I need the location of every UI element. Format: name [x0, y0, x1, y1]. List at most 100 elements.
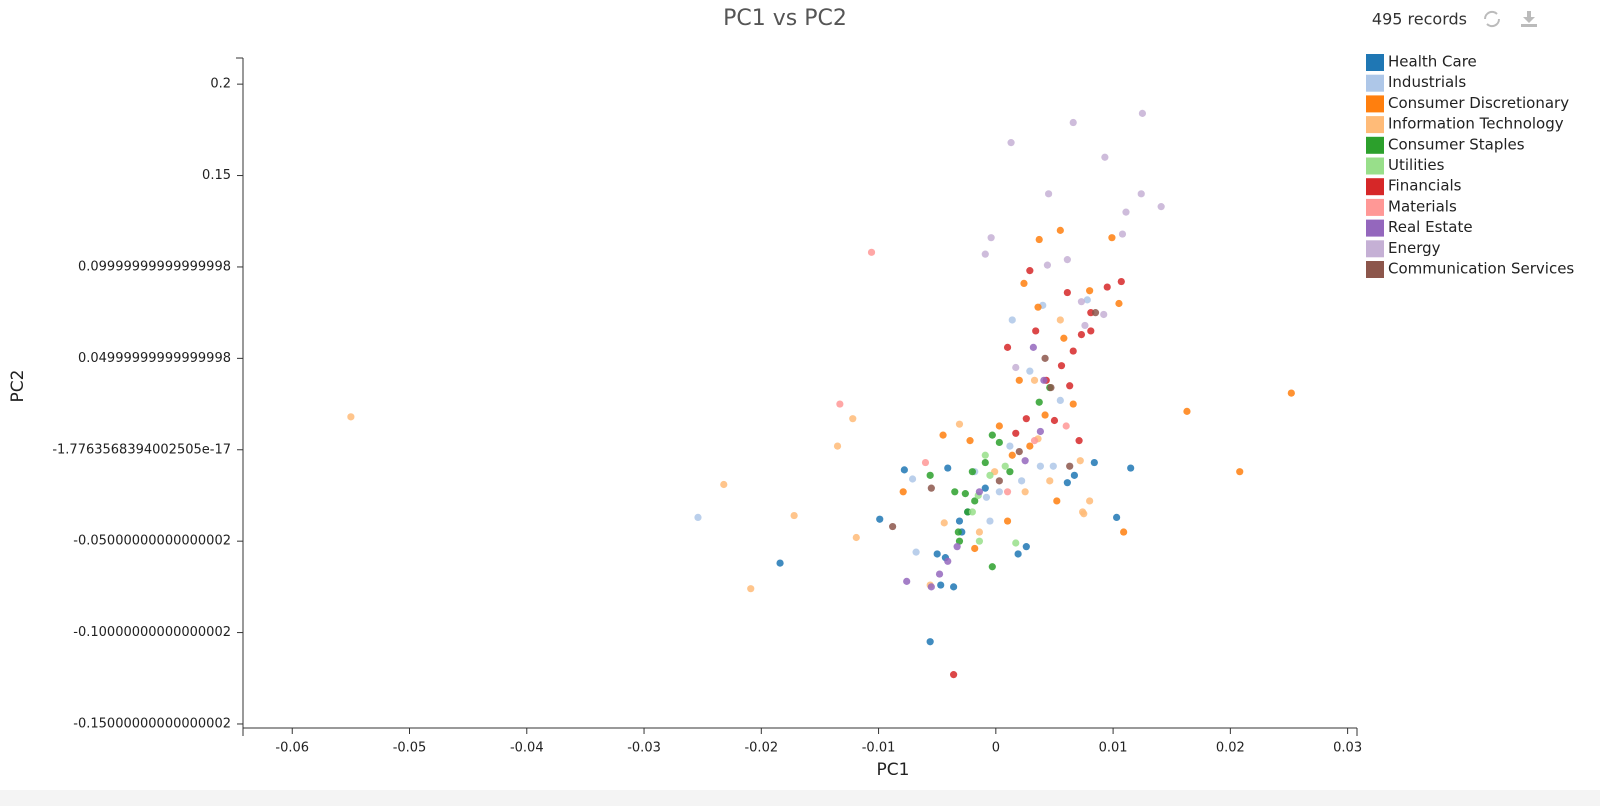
x-tick-label: -0.05	[393, 741, 427, 756]
point	[975, 537, 984, 545]
legend-label: Consumer Staples	[1388, 135, 1525, 153]
point	[1087, 327, 1095, 335]
point	[988, 431, 996, 439]
point	[981, 484, 989, 492]
point	[1070, 471, 1078, 479]
point	[995, 422, 1003, 430]
legend-swatch	[1366, 178, 1384, 196]
point	[1030, 376, 1039, 384]
point	[1008, 451, 1016, 459]
legend-swatch	[1366, 95, 1384, 113]
x-tick-label: 0.03	[1333, 741, 1362, 756]
point	[1080, 510, 1088, 518]
point	[1012, 429, 1020, 437]
point	[1103, 283, 1111, 291]
point	[954, 528, 962, 536]
point	[1069, 400, 1077, 408]
point	[927, 583, 935, 591]
point	[1118, 230, 1127, 238]
point	[1003, 488, 1012, 496]
point	[981, 451, 989, 459]
refresh-arc	[1483, 10, 1501, 28]
point	[1060, 334, 1068, 342]
point	[927, 484, 935, 492]
point	[1001, 462, 1009, 470]
download-arrow	[1523, 11, 1535, 23]
point	[1056, 226, 1064, 234]
download-icon[interactable]	[1521, 11, 1537, 27]
point	[1057, 362, 1066, 370]
chart-title: PC1 vs PC2	[723, 6, 847, 31]
point	[1083, 296, 1091, 304]
point	[1056, 396, 1064, 405]
point	[790, 511, 798, 520]
x-tick-label: 0	[992, 741, 1000, 756]
point	[1063, 288, 1071, 297]
point	[988, 563, 996, 571]
legend-swatch	[1366, 54, 1384, 71]
point	[986, 517, 994, 525]
point	[1003, 343, 1012, 351]
point	[1050, 416, 1059, 425]
point	[971, 497, 979, 505]
legend-label: Industrials	[1388, 73, 1466, 91]
point	[986, 471, 994, 479]
point	[889, 522, 897, 531]
point	[987, 234, 995, 242]
point	[1090, 458, 1098, 467]
point	[1006, 442, 1014, 450]
point	[940, 519, 948, 527]
point	[951, 488, 959, 496]
point	[950, 583, 958, 591]
legend-label: Communication Services	[1388, 260, 1574, 278]
legend-label: Consumer Discretionary	[1388, 94, 1569, 112]
point	[900, 466, 908, 474]
point	[1022, 543, 1030, 551]
x-tick-label: -0.01	[862, 741, 896, 756]
point	[1008, 316, 1016, 324]
legend-label: Utilities	[1388, 156, 1445, 174]
legend: Health Care Industrials Consumer Discretio…	[1366, 53, 1574, 278]
point	[1075, 437, 1083, 445]
point	[1041, 354, 1049, 362]
y-tick-label: -0.05000000000000002	[73, 534, 231, 549]
point	[347, 413, 355, 421]
point	[1047, 384, 1055, 392]
legend-swatch	[1366, 240, 1384, 258]
point	[1113, 513, 1121, 522]
point	[995, 477, 1003, 485]
point	[933, 550, 941, 558]
point	[1014, 550, 1022, 558]
footer-band	[0, 790, 1600, 806]
y-tick-label: 0.15	[202, 168, 231, 183]
legend-swatch	[1366, 74, 1384, 92]
point	[1035, 235, 1043, 244]
point	[982, 493, 991, 501]
point	[912, 548, 920, 556]
point	[1062, 422, 1070, 430]
point	[1236, 468, 1244, 476]
record-count: 495 records	[1372, 10, 1467, 29]
legend-label: Real Estate	[1388, 218, 1473, 236]
x-tick-label: -0.06	[275, 741, 309, 756]
point	[953, 543, 961, 551]
point	[1015, 376, 1023, 384]
refresh-icon[interactable]	[1483, 10, 1501, 28]
point	[1012, 363, 1020, 372]
point	[995, 438, 1003, 447]
point	[1032, 327, 1040, 335]
point	[926, 471, 934, 479]
point	[1021, 457, 1029, 465]
point	[1137, 190, 1145, 198]
point	[1063, 256, 1071, 264]
legend-swatch	[1366, 261, 1384, 278]
point	[1030, 437, 1039, 445]
point	[1020, 279, 1028, 288]
point	[1034, 303, 1042, 311]
point	[1041, 411, 1049, 419]
point	[921, 458, 930, 467]
y-tick-label: 0.09999999999999998	[78, 259, 231, 274]
point	[1063, 479, 1071, 487]
